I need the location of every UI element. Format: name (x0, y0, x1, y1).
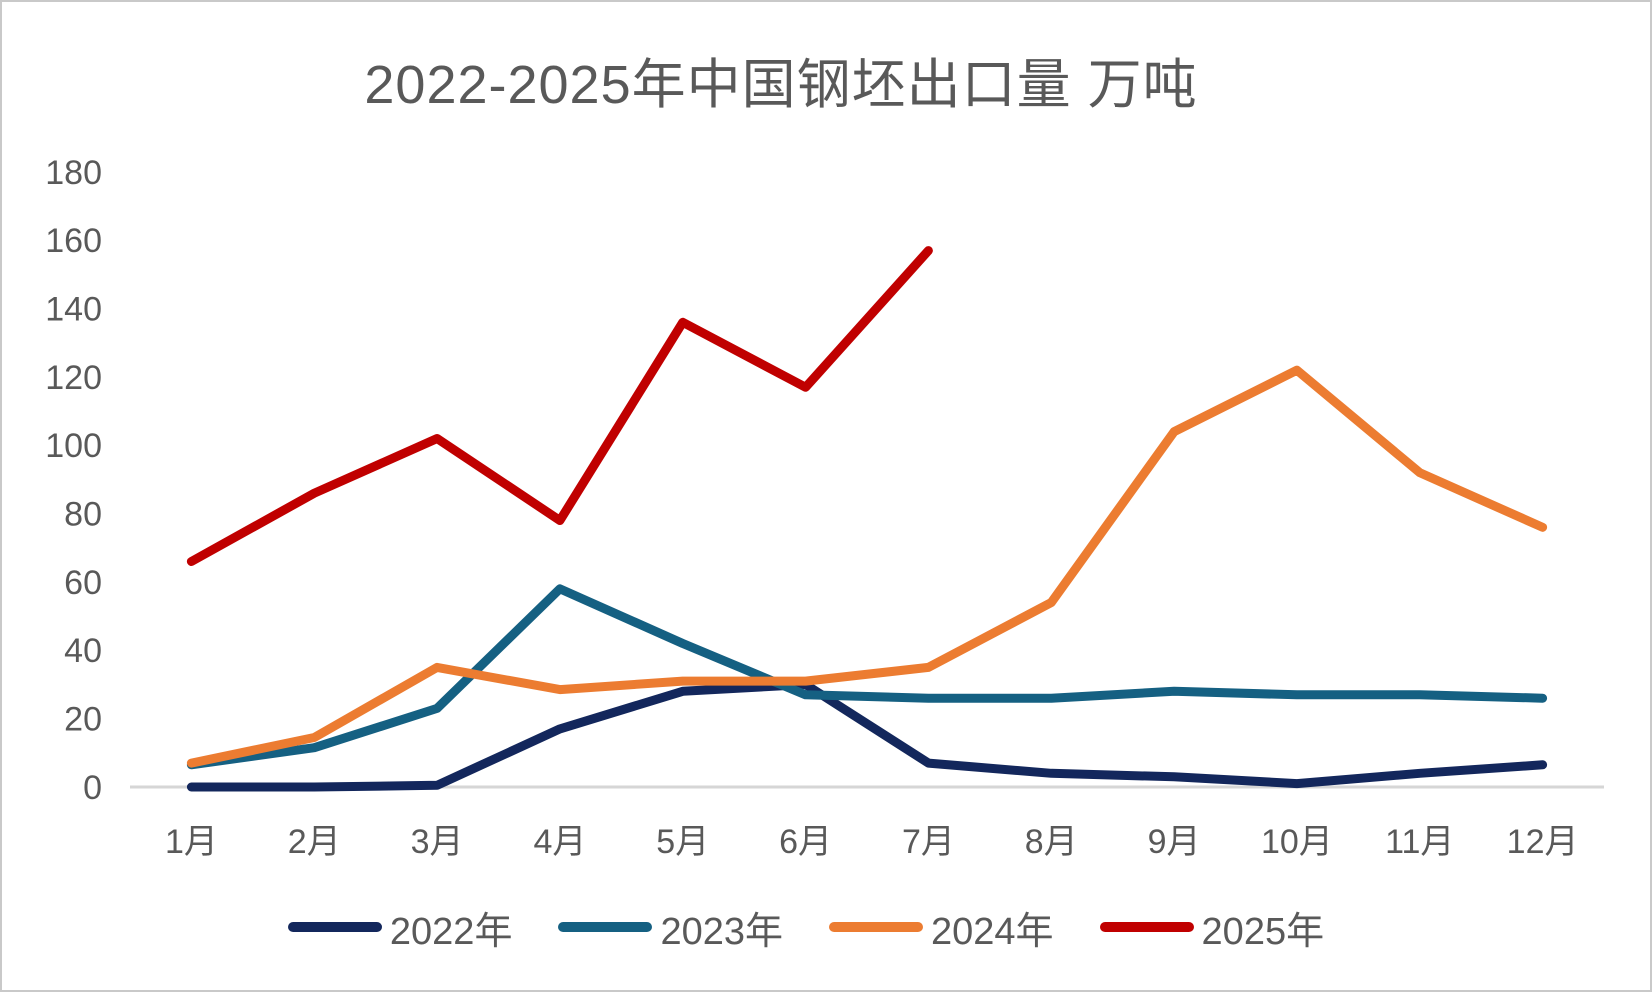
y-tick-label: 60 (64, 564, 102, 602)
legend-line-marker (829, 922, 923, 932)
x-tick-label: 9月 (1148, 823, 1201, 861)
x-tick-label: 2月 (288, 823, 341, 861)
legend-line-marker (558, 922, 653, 932)
x-tick-label: 12月 (1507, 823, 1579, 861)
legend-item-2023: 2023年 (558, 900, 783, 955)
series-line-2023年 (186, 584, 1548, 770)
series-line-2022年 (186, 680, 1548, 792)
legend-label: 2023年 (660, 910, 783, 953)
legend-label: 2022年 (389, 910, 513, 953)
series-line-2025年 (186, 246, 933, 566)
legend-item-2022: 2022年 (287, 900, 513, 955)
x-tick-label: 11月 (1385, 823, 1454, 861)
y-tick-label: 160 (45, 222, 102, 260)
x-tick-label: 5月 (656, 823, 709, 861)
legend-line-marker (1099, 922, 1194, 932)
x-tick-label: 7月 (902, 823, 955, 861)
x-tick-label: 1月 (165, 823, 218, 861)
series-line-2024年 (186, 365, 1548, 768)
y-tick-label: 140 (45, 291, 102, 329)
legend-line-marker (287, 922, 382, 932)
y-tick-label: 180 (45, 154, 102, 192)
x-tick-label: 6月 (779, 823, 832, 861)
y-tick-label: 20 (64, 701, 102, 739)
x-tick-label: 3月 (411, 823, 464, 861)
legend-item-2025: 2025年 (1099, 900, 1325, 955)
y-tick-label: 120 (45, 359, 102, 397)
x-axis-labels: 1月 2月 3月 4月 5月 6月 7月 8月 9月 10月 11月 12月 (165, 823, 1579, 861)
y-axis-labels: 0 20 40 60 80 100 120 140 160 180 (45, 154, 102, 807)
legend-item-2024: 2024年 (829, 900, 1054, 955)
x-tick-label: 8月 (1025, 823, 1078, 861)
y-tick-label: 40 (64, 632, 102, 670)
legend-label: 2025年 (1201, 910, 1325, 953)
legend-label: 2024年 (931, 910, 1054, 953)
y-tick-label: 100 (45, 427, 102, 465)
x-tick-label: 4月 (533, 823, 586, 861)
y-tick-label: 80 (64, 496, 102, 534)
chart-legend: 2022年 2023年 2024年 2025年 (2, 899, 1610, 955)
chart-title: 2022-2025年中国钢坯出口量 万吨 (364, 55, 1198, 115)
x-tick-label: 10月 (1261, 823, 1333, 861)
y-tick-label: 0 (83, 769, 102, 807)
